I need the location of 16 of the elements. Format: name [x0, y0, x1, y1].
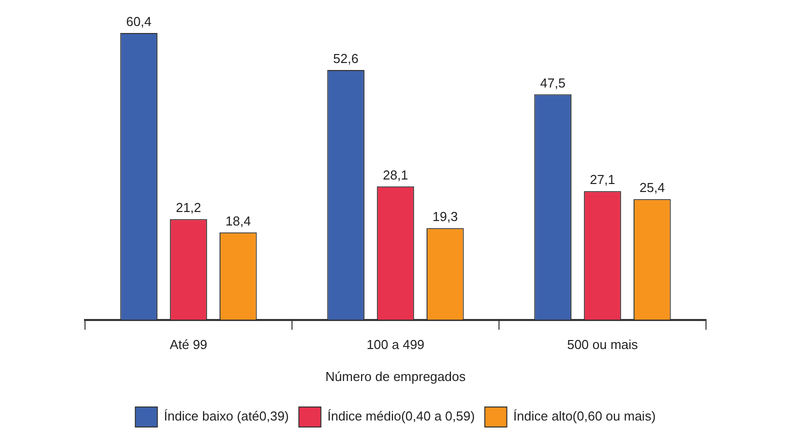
x-tick-label: 500 ou mais	[567, 337, 638, 352]
data-label: 25,4	[640, 180, 665, 196]
x-tick-label: Até 99	[170, 337, 208, 352]
data-label: 52,6	[333, 51, 358, 66]
x-tick-label: 100 a 499	[366, 337, 424, 352]
legend-label: Índice baixo (até0,39)	[164, 408, 289, 424]
data-label: 28,1	[382, 167, 408, 182]
data-label: 18,4	[226, 213, 251, 228]
data-label: 19,3	[432, 209, 458, 224]
data-label: 60,4	[126, 14, 152, 30]
data-label: 21,2	[176, 200, 202, 216]
data-label: 47,5	[540, 75, 566, 90]
x-axis-title: Número de empregados	[325, 368, 466, 384]
data-label: 27,1	[590, 172, 616, 188]
legend-label: Índice médio(0,40 a 0,59)	[327, 408, 475, 424]
legend-label: Índice alto(0,60 ou mais)	[513, 408, 656, 424]
